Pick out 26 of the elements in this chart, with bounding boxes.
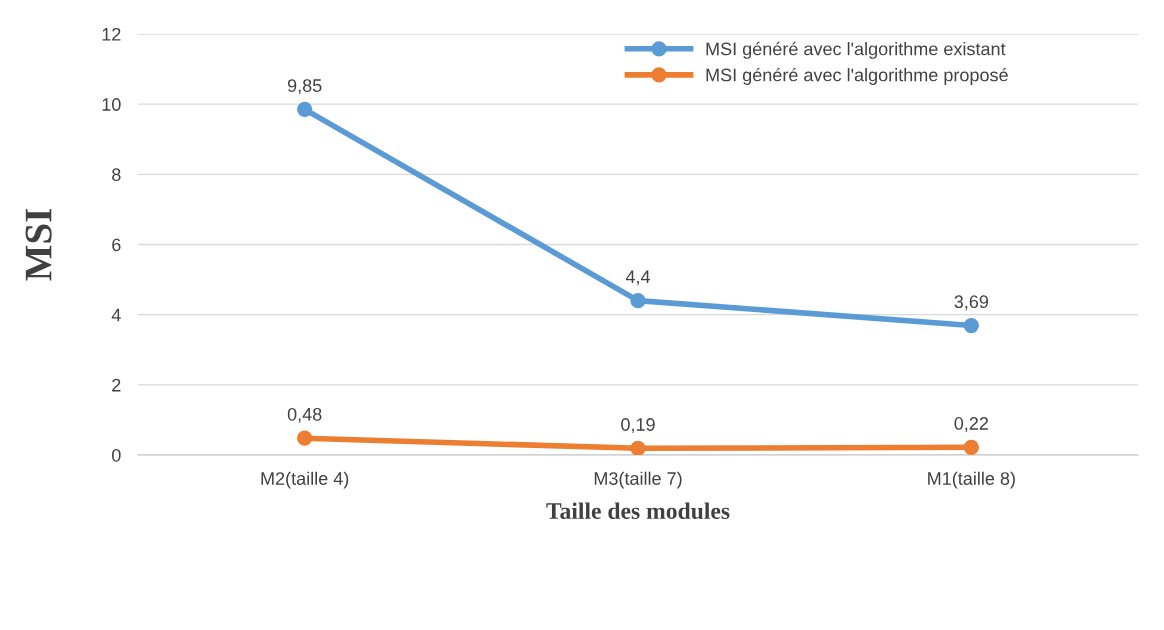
point — [963, 317, 979, 334]
data-label: 0,48 — [287, 407, 322, 423]
x-axis-title: Taille des modules — [546, 502, 730, 520]
data-label: 4,4 — [625, 270, 651, 286]
y-tick-label: 2 — [112, 378, 121, 392]
x-tick-label: M2(taille 4) — [261, 471, 349, 489]
point — [630, 292, 646, 309]
y-axis-title: MSI — [25, 209, 52, 281]
y-tick-label: 10 — [102, 98, 121, 111]
data-label: 0,22 — [954, 417, 988, 432]
data-label: 3,69 — [954, 295, 989, 311]
point — [297, 101, 313, 118]
y-tick-label: 12 — [102, 27, 121, 41]
x-tick-label: M1(taille 8) — [928, 471, 1015, 489]
y-tick-label: 4 — [111, 308, 121, 322]
point — [630, 440, 646, 455]
legend-label: MSI généré avec l'algorithme proposé — [706, 67, 1008, 85]
data-label: 9,85 — [287, 79, 322, 95]
data-label: 0,19 — [621, 418, 655, 434]
point — [963, 439, 979, 455]
point — [297, 430, 313, 446]
x-tick-label: M3(taille 7) — [594, 471, 682, 489]
y-tick-label: 0 — [112, 448, 121, 462]
y-tick-label: 6 — [112, 238, 121, 252]
legend-label: MSI généré avec l'algorithme existant — [706, 41, 1006, 59]
y-tick-label: 8 — [112, 168, 121, 182]
